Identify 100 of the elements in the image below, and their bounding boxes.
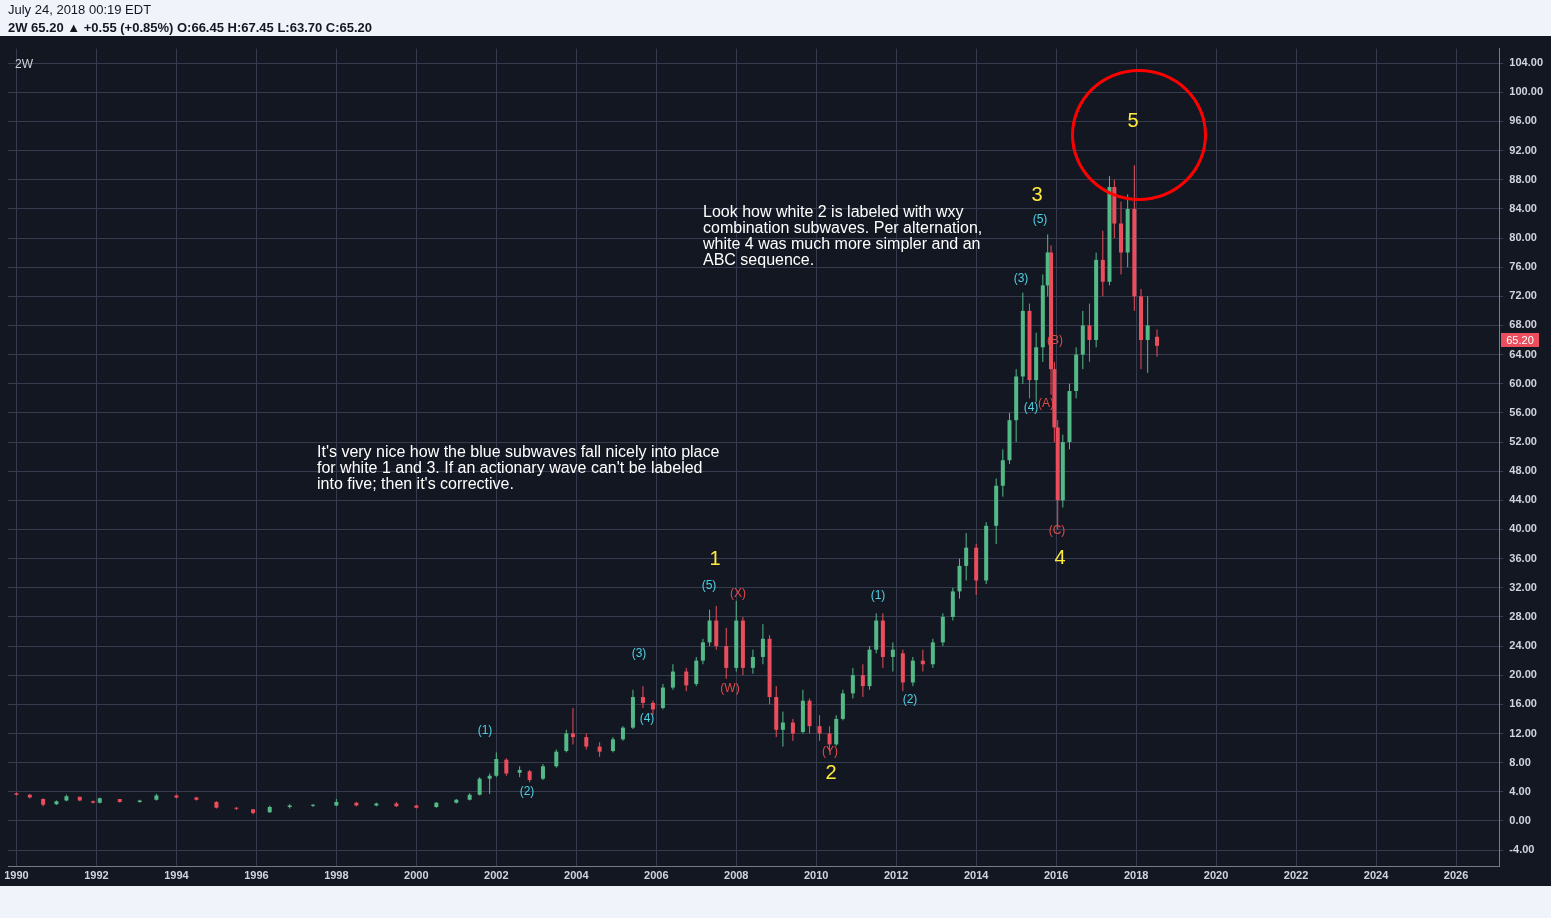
- x-tick-label: 2008: [724, 869, 749, 882]
- annotation: (4): [639, 711, 655, 725]
- x-tick-label: 2000: [404, 869, 429, 882]
- candlestick: [817, 714, 822, 742]
- candlestick: [684, 667, 689, 692]
- x-tick-label: 1990: [4, 869, 29, 882]
- candlestick: [311, 803, 316, 808]
- candlestick: [1100, 230, 1105, 297]
- annotation: (Y): [822, 744, 838, 758]
- candlestick: [487, 773, 492, 795]
- candlestick: [910, 656, 915, 687]
- x-tick-label: 1998: [324, 869, 349, 882]
- y-tick-label: 88.00: [1509, 172, 1537, 185]
- candlestick: [1155, 328, 1159, 358]
- annotation: It's very nice how the blue subwaves fall nicely into place for white 1 and 3. If an actionary wave can't be labeled into five; then it's corrective.: [317, 443, 721, 492]
- annotation: (2): [902, 692, 918, 706]
- x-tick-label: 2026: [1443, 869, 1469, 882]
- x-tick-label: 1992: [84, 869, 109, 882]
- candlestick: [1087, 303, 1092, 363]
- y-tick-label: 48.00: [1509, 464, 1537, 477]
- x-tick-label: 2010: [803, 869, 829, 882]
- y-tick-label: 76.00: [1509, 260, 1537, 273]
- text: 2W: [15, 56, 34, 71]
- candlestick: [640, 685, 645, 709]
- x-tick-label: 2006: [644, 869, 669, 882]
- x-tick-label: 2022: [1283, 869, 1309, 882]
- y-tick-label: 68.00: [1509, 318, 1537, 331]
- y-tick-label: -4.00: [1509, 843, 1535, 856]
- y-tick-label: 80.00: [1509, 231, 1537, 244]
- x-tick-label: 1996: [244, 869, 269, 882]
- annotation: (W): [720, 681, 740, 695]
- y-tick-label: 64.00: [1509, 347, 1537, 360]
- x-tick-label: 2018: [1123, 869, 1149, 882]
- y-tick-label: 92.00: [1509, 143, 1537, 156]
- x-tick-label: 1994: [164, 869, 190, 882]
- annotation: 1: [709, 547, 721, 569]
- x-tick-label: 2016: [1043, 869, 1069, 882]
- y-tick-label: 28.00: [1509, 609, 1537, 622]
- candlestick: [554, 749, 559, 769]
- y-tick-label: 60.00: [1509, 376, 1537, 389]
- candlestick: [570, 707, 575, 745]
- y-tick-label: 0.00: [1509, 813, 1531, 826]
- y-tick-label: 40.00: [1509, 522, 1537, 535]
- annotation: (1): [477, 723, 493, 737]
- y-tick-label: 44.00: [1509, 493, 1537, 506]
- y-tick-label: 100.00: [1509, 85, 1544, 98]
- y-tick-label: 8.00: [1509, 755, 1531, 768]
- y-tick-label: 12.00: [1509, 726, 1537, 739]
- text: July 24, 2018 00:19 EDT: [8, 2, 153, 17]
- annotation: (3): [1013, 271, 1029, 285]
- x-tick-label: 2004: [564, 869, 590, 882]
- y-tick-label: 4.00: [1509, 784, 1531, 797]
- text: 2W 65.20 ▲ +0.55 (+0.85%) O:66.45 H:67.45 L:63.70 C:65.20: [8, 20, 374, 35]
- y-tick-label: 56.00: [1509, 405, 1537, 418]
- candlestick: [790, 718, 795, 742]
- y-tick-label: 24.00: [1509, 639, 1537, 652]
- y-tick-label: 36.00: [1509, 551, 1537, 564]
- x-tick-label: 2014: [963, 869, 990, 882]
- candlestick: [760, 623, 765, 665]
- candlestick: [724, 627, 729, 680]
- candlestick: [670, 663, 675, 691]
- candlestick: [964, 532, 969, 581]
- candlestick: [694, 656, 699, 687]
- y-tick-label: 16.00: [1509, 697, 1537, 710]
- x-tick-label: 2002: [484, 869, 509, 882]
- candlestick: [930, 638, 935, 669]
- candlestick: [750, 649, 755, 675]
- annotation: (C): [1048, 523, 1066, 537]
- text: 65.20: [1501, 333, 1539, 347]
- x-tick-label: 2012: [883, 869, 909, 882]
- candlestick: [707, 609, 712, 647]
- candlestick: [700, 638, 705, 665]
- candlestick: [780, 711, 785, 748]
- annotation: (5): [701, 578, 717, 592]
- annotation: (1): [870, 588, 886, 602]
- annotation: 5: [1127, 109, 1139, 131]
- candlestick: [564, 729, 569, 753]
- x-tick-label: 2020: [1203, 869, 1229, 882]
- candlestick: [660, 683, 665, 710]
- annotation: 3: [1031, 183, 1043, 205]
- y-tick-label: 96.00: [1509, 114, 1537, 127]
- annotation: (X): [730, 586, 746, 600]
- candlestick: [494, 751, 499, 778]
- annotation: (4): [1023, 400, 1039, 414]
- annotation: Look how white 2 is labeled with wxy combination subwaves. Per alternation, white 4 was much more simpler and an ABC sequence.: [703, 203, 984, 268]
- annotation: 4: [1054, 546, 1066, 568]
- y-tick-label: 32.00: [1509, 580, 1537, 593]
- y-tick-label: 84.00: [1509, 201, 1537, 214]
- annotation: (3): [631, 646, 647, 660]
- annotation: (5): [1032, 212, 1048, 226]
- candlestick: [860, 663, 865, 698]
- y-tick-label: 20.00: [1509, 668, 1537, 681]
- y-tick-label: 104.00: [1509, 56, 1544, 69]
- y-tick-label: 52.00: [1509, 435, 1537, 448]
- candlestick: [850, 667, 855, 699]
- x-tick-label: 2024: [1363, 869, 1390, 882]
- y-tick-label: 72.00: [1509, 289, 1537, 302]
- annotation: 2: [825, 761, 837, 783]
- candlestick: [1145, 295, 1150, 374]
- annotation: (2): [519, 784, 535, 798]
